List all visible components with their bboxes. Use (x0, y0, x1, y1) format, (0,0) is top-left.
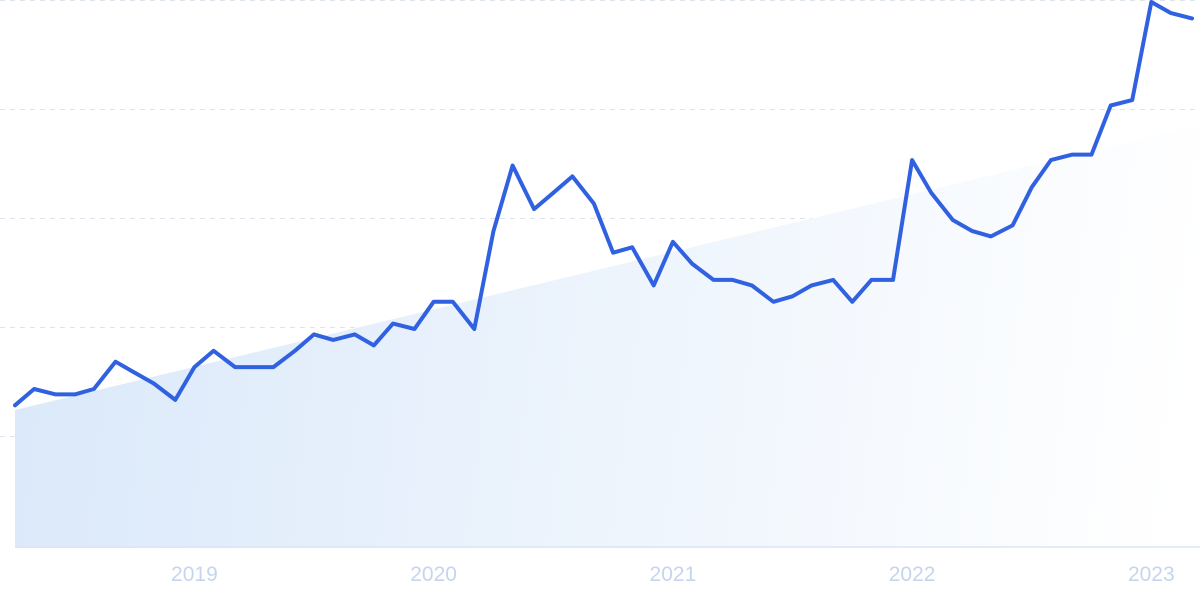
data-point (810, 283, 814, 287)
data-point (212, 349, 216, 353)
data-point (771, 300, 775, 304)
data-point (1149, 0, 1153, 4)
data-point (731, 278, 735, 282)
data-point (570, 174, 574, 178)
data-point (1070, 153, 1074, 157)
data-point (13, 403, 17, 407)
data-point (492, 229, 496, 233)
data-point (413, 327, 417, 331)
data-point (391, 322, 395, 326)
data-point (32, 387, 36, 391)
data-point (252, 365, 256, 369)
data-point (532, 207, 536, 211)
trend-area (15, 125, 1200, 548)
data-point (451, 300, 455, 304)
data-point (73, 392, 77, 396)
data-point (671, 240, 675, 244)
data-point (831, 278, 835, 282)
x-tick-label: 2022 (889, 563, 936, 586)
data-point (133, 371, 137, 375)
data-point (791, 294, 795, 298)
x-tick-label: 2023 (1128, 563, 1175, 586)
data-point (652, 283, 656, 287)
data-point (233, 365, 237, 369)
data-point (869, 278, 873, 282)
data-point (152, 382, 156, 386)
data-point (1049, 158, 1053, 162)
data-point (970, 229, 974, 233)
data-point (551, 191, 555, 195)
x-tick-label: 2020 (410, 563, 457, 586)
data-point (472, 327, 476, 331)
data-point (372, 343, 376, 347)
data-point (630, 245, 634, 249)
data-point (1169, 11, 1173, 15)
data-point (891, 278, 895, 282)
x-tick-label: 2019 (171, 563, 218, 586)
data-point (293, 349, 297, 353)
data-point (312, 332, 316, 336)
data-point (1190, 16, 1194, 20)
x-axis-ticks: 2019 2020 2021 2022 2023 (171, 563, 1175, 586)
data-point (331, 338, 335, 342)
data-point (592, 202, 596, 206)
data-point (850, 300, 854, 304)
data-point (511, 164, 515, 168)
data-point (1011, 223, 1015, 227)
data-point (271, 365, 275, 369)
data-point (92, 387, 96, 391)
data-point (1130, 98, 1134, 102)
data-point (1030, 185, 1034, 189)
data-point (173, 398, 177, 402)
data-point (690, 262, 694, 266)
data-point (951, 218, 955, 222)
data-point (611, 251, 615, 255)
data-point (989, 234, 993, 238)
data-point (1109, 104, 1113, 108)
series-line (13, 0, 1194, 408)
data-point (910, 158, 914, 162)
data-point (54, 392, 58, 396)
data-point (1090, 153, 1094, 157)
data-point (192, 365, 196, 369)
data-point (750, 283, 754, 287)
data-point (929, 191, 933, 195)
data-point (114, 360, 118, 364)
data-point (432, 300, 436, 304)
data-point (353, 332, 357, 336)
x-tick-label: 2021 (650, 563, 697, 586)
data-point (712, 278, 716, 282)
